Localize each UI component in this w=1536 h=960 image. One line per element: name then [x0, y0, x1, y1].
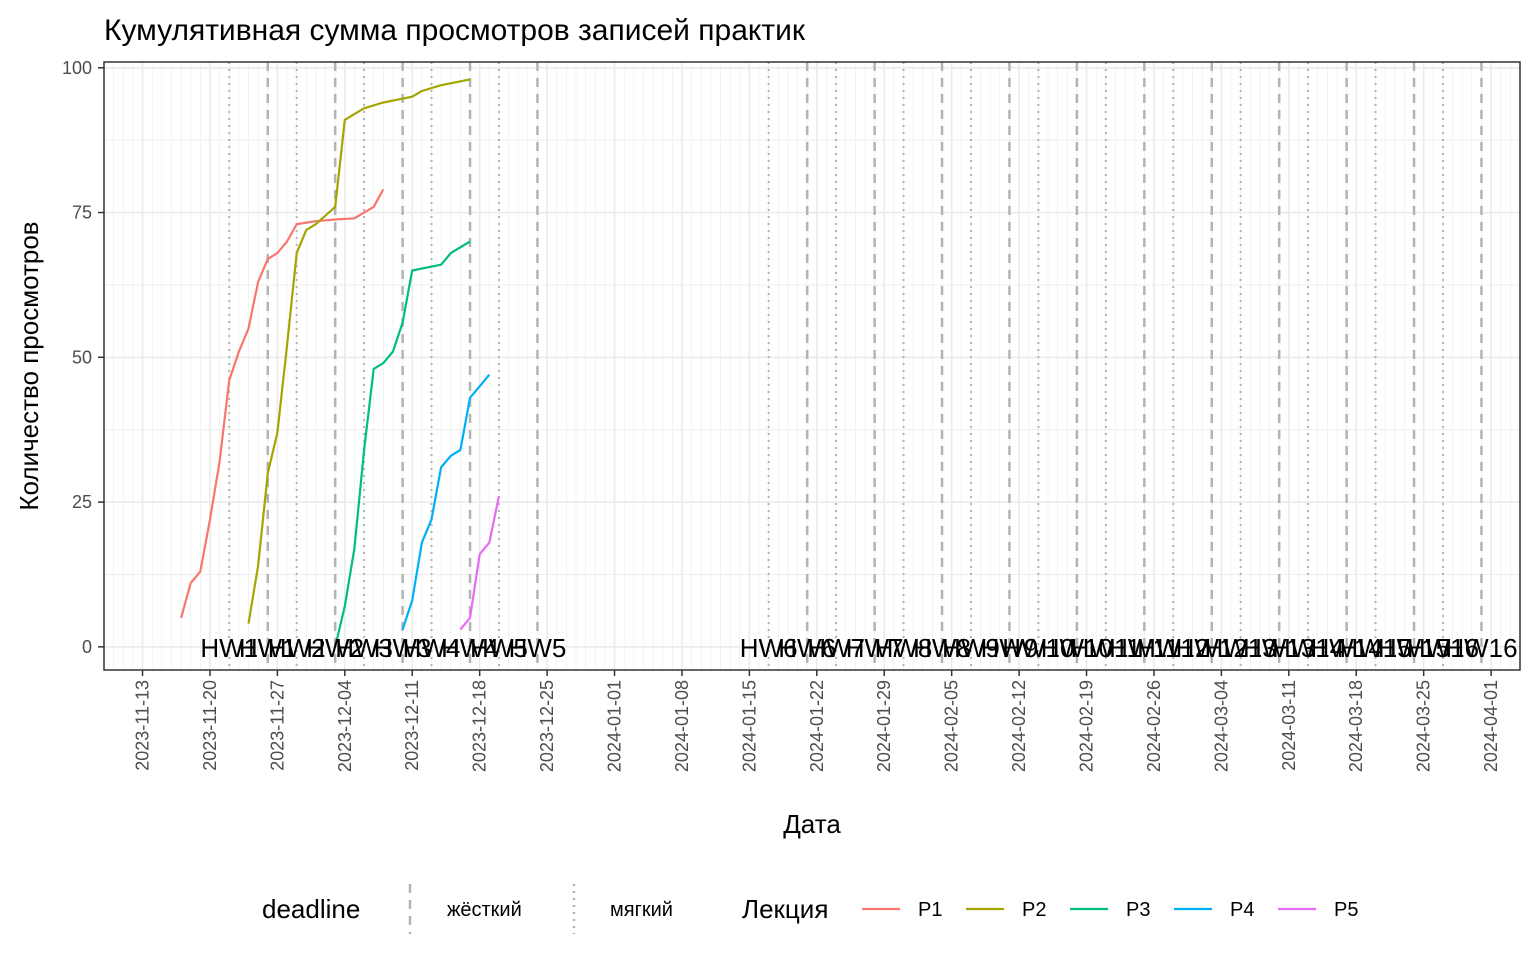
x-tick-label: 2024-04-01 — [1481, 680, 1501, 772]
x-tick-label: 2023-12-25 — [537, 680, 557, 772]
deadline-label: HW12 — [1176, 633, 1248, 663]
y-axis-title: Количество просмотров — [14, 221, 44, 510]
legend-deadline-title: deadline — [262, 894, 360, 924]
x-tick-label: 2024-03-11 — [1279, 680, 1299, 771]
x-tick-label: 2023-11-13 — [133, 680, 153, 771]
x-tick-label: 2024-03-04 — [1211, 680, 1231, 772]
x-tick-label: 2024-01-15 — [739, 680, 759, 772]
legend-label-P2: P2 — [1022, 899, 1046, 921]
x-tick-label: 2024-01-01 — [605, 680, 625, 772]
x-tick-label: 2023-12-11 — [402, 680, 422, 771]
deadline-label: HW5 — [509, 633, 567, 663]
x-tick-label: 2024-03-18 — [1346, 680, 1366, 772]
series-line-P5 — [459, 496, 500, 631]
y-tick-label: 25 — [72, 492, 92, 512]
deadline-label: HW14 — [1310, 633, 1382, 663]
deadline-label: HW4 — [403, 633, 461, 663]
legend-label-soft: мягкий — [610, 899, 673, 921]
deadline-label: HW6 — [740, 633, 798, 663]
deadline-label: HW16 — [1407, 633, 1479, 663]
x-tick-label: 2024-01-08 — [672, 680, 692, 772]
legend-series-title: Лекция — [742, 894, 828, 924]
deadline-lines — [228, 62, 1483, 670]
deadline-label: HW2 — [268, 633, 326, 663]
deadline-label: HW5 — [470, 633, 528, 663]
x-tick-label: 2024-03-25 — [1414, 680, 1434, 772]
deadline-label: HW13 — [1243, 633, 1315, 663]
deadline-label: HW3 — [335, 633, 393, 663]
deadline-label: HW8 — [913, 633, 971, 663]
deadline-label: HW9 — [942, 633, 1000, 663]
legend-label-P1: P1 — [918, 899, 942, 921]
y-tick-label: 0 — [82, 637, 92, 657]
y-axis: 0 25 50 75 100 — [62, 58, 104, 657]
deadline-label: HW10 — [1002, 633, 1074, 663]
chart-title: Кумулятивная сумма просмотров записей пр… — [104, 14, 806, 47]
deadline-label: HW7 — [846, 633, 904, 663]
legend-label-P5: P5 — [1334, 899, 1358, 921]
deadline-label: HW13 — [1205, 633, 1277, 663]
legend-label-P4: P4 — [1230, 899, 1254, 921]
x-tick-label: 2023-12-18 — [470, 680, 490, 772]
deadline-label: HW15 — [1339, 633, 1411, 663]
x-tick-label: 2024-02-05 — [942, 680, 962, 772]
deadline-label: HW7 — [807, 633, 865, 663]
deadline-label: HW11 — [1109, 633, 1179, 663]
deadline-label: HW3 — [374, 633, 432, 663]
x-tick-label: 2024-02-12 — [1009, 680, 1029, 772]
deadline-label: HW2 — [306, 633, 364, 663]
deadline-label: HW4 — [441, 633, 499, 663]
deadline-label: HW16 — [1445, 633, 1517, 663]
x-axis-title: Дата — [783, 809, 841, 839]
deadline-label: HW10 — [1041, 633, 1113, 663]
y-tick-label: 75 — [72, 203, 92, 223]
series-line-P1 — [180, 188, 385, 619]
x-tick-label: 2023-11-27 — [267, 680, 287, 771]
series-lines — [180, 78, 500, 648]
deadline-label: HW8 — [875, 633, 933, 663]
deadline-label: HW1 — [200, 633, 258, 663]
legend-label-P3: P3 — [1126, 899, 1150, 921]
legend-series: P1 P2 P3 P4 P5 — [862, 899, 1358, 921]
legend: deadline жёсткий мягкий Лекция P1 P2 P3 P4 P… — [262, 884, 1358, 934]
deadline-label: HW14 — [1272, 633, 1344, 663]
x-tick-label: 2024-02-19 — [1077, 680, 1097, 772]
x-tick-label: 2024-02-26 — [1144, 680, 1164, 772]
x-tick-label: 2024-01-29 — [874, 680, 894, 772]
grid — [103, 62, 1521, 670]
series-line-P2 — [247, 78, 471, 624]
deadline-label: HW15 — [1378, 633, 1450, 663]
deadline-label: HW1 — [239, 633, 297, 663]
deadline-label: HW9 — [981, 633, 1039, 663]
x-tick-label: 2023-12-04 — [335, 680, 355, 772]
deadline-label: HW12 — [1137, 633, 1209, 663]
series-line-P4 — [401, 373, 491, 630]
deadline-label: HW11 — [1071, 633, 1141, 663]
plot-panel-border — [103, 61, 1521, 671]
y-tick-label: 100 — [62, 58, 92, 78]
x-tick-label: 2024-01-22 — [807, 680, 827, 772]
series-line-P3 — [334, 240, 471, 648]
x-axis: 2023-11-13 2023-11-20 2023-11-27 2023-12-04… — [133, 670, 1501, 772]
y-tick-label: 50 — [72, 347, 92, 367]
legend-label-hard: жёсткий — [447, 899, 522, 921]
x-tick-label: 2023-11-20 — [200, 680, 220, 771]
deadline-label: HW6 — [778, 633, 836, 663]
